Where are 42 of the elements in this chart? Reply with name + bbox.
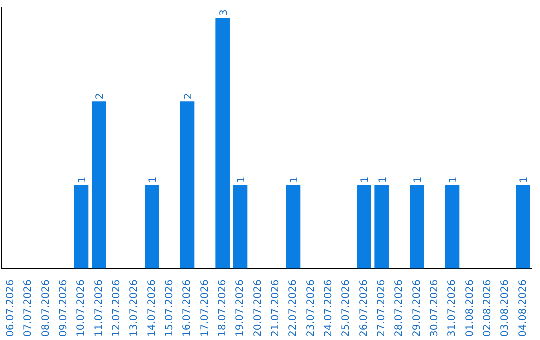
data-label: 1: [448, 176, 460, 184]
x-tick-label: 31.07.2026: [447, 280, 458, 338]
x-tick-label: 03.08.2026: [500, 280, 512, 338]
x-tick-label: 29.07.2026: [412, 280, 423, 338]
x-tick-label: 10.07.2026: [76, 280, 88, 338]
data-label: 1: [378, 176, 389, 184]
x-tick-label: 02.08.2026: [482, 280, 494, 338]
x-tick-label: 25.07.2026: [341, 280, 352, 338]
x-tick-label: 27.07.2026: [376, 280, 388, 338]
data-label: 1: [519, 176, 530, 184]
x-tick-label: 11.07.2026: [94, 280, 105, 338]
x-tick-label: 17.07.2026: [200, 280, 211, 338]
x-tick-label: 21.07.2026: [270, 280, 282, 338]
x-tick-label: 13.07.2026: [129, 280, 140, 338]
data-label: 1: [290, 176, 300, 184]
data-label: 1: [360, 176, 372, 184]
x-tick-label: 28.07.2026: [394, 280, 406, 338]
data-label: 1: [148, 176, 160, 184]
data-label: 1: [78, 176, 88, 184]
x-tick-label: 24.07.2026: [323, 280, 334, 338]
x-tick-label: 20.07.2026: [252, 280, 264, 338]
x-tick-label: 22.07.2026: [288, 280, 300, 338]
x-tick-label: 09.07.2026: [58, 280, 70, 338]
x-tick-label: 30.07.2026: [429, 280, 440, 338]
data-label: 2: [95, 93, 106, 100]
x-tick-label: 07.07.2026: [23, 280, 34, 338]
x-tick-label: 26.07.2026: [358, 280, 370, 338]
x-tick-label: 04.08.2026: [518, 280, 529, 338]
data-label: 3: [218, 10, 230, 16]
x-tick-label: 14.07.2026: [146, 280, 158, 338]
x-tick-label: 19.07.2026: [235, 280, 246, 338]
x-tick-label: 15.07.2026: [164, 280, 176, 338]
x-tick-label: 16.07.2026: [182, 280, 194, 338]
x-tick-label: 12.07.2026: [111, 280, 122, 338]
x-tick-label: 23.07.2026: [306, 280, 317, 338]
data-label: 1: [236, 176, 248, 184]
x-tick-label: 06.07.2026: [5, 280, 16, 338]
data-label: 1: [413, 176, 424, 184]
x-tick-label: 01.08.2026: [464, 280, 476, 338]
data-label: 2: [184, 93, 194, 100]
x-tick-label: 18.07.2026: [217, 280, 228, 338]
x-tick-label: 08.07.2026: [40, 280, 52, 338]
